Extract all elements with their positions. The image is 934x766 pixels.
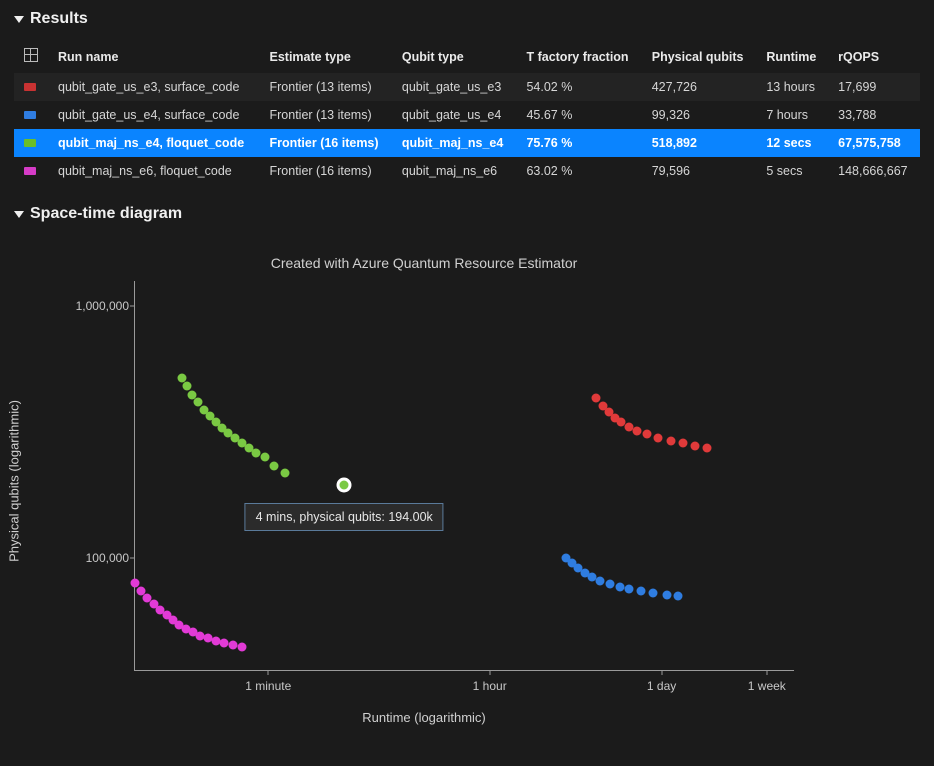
cell-t-frac: 45.67 %	[516, 101, 641, 129]
cell-t-frac: 54.02 %	[516, 73, 641, 101]
x-tick-label: 1 minute	[245, 679, 291, 693]
cell-rqops: 67,575,758	[828, 129, 920, 157]
x-tick-label: 1 day	[647, 679, 676, 693]
cell-run-name: qubit_gate_us_e3, surface_code	[48, 73, 260, 101]
x-tick-label: 1 hour	[473, 679, 507, 693]
x-tick-mark	[268, 671, 269, 675]
results-title: Results	[30, 10, 88, 28]
cell-runtime: 5 secs	[756, 157, 828, 185]
cell-qubit-type: qubit_maj_ns_e4	[392, 129, 517, 157]
data-point[interactable]	[691, 442, 700, 451]
data-point[interactable]	[648, 589, 657, 598]
table-row[interactable]: qubit_maj_ns_e4, floquet_codeFrontier (1…	[14, 129, 920, 157]
results-header[interactable]: Results	[0, 0, 934, 36]
cell-run-name: qubit_maj_ns_e4, floquet_code	[48, 129, 260, 157]
cell-rqops: 33,788	[828, 101, 920, 129]
data-point[interactable]	[280, 468, 289, 477]
data-point[interactable]	[625, 585, 634, 594]
col-t-frac[interactable]: T factory fraction	[516, 40, 641, 73]
data-point[interactable]	[220, 639, 229, 648]
cell-estimate-type: Frontier (16 items)	[260, 157, 392, 185]
data-point[interactable]	[662, 590, 671, 599]
data-point[interactable]	[636, 587, 645, 596]
highlighted-point[interactable]	[337, 478, 352, 493]
data-point[interactable]	[633, 426, 642, 435]
cell-runtime: 12 secs	[756, 129, 828, 157]
cell-rqops: 17,699	[828, 73, 920, 101]
series-color-swatch	[24, 167, 36, 175]
data-point[interactable]	[666, 436, 675, 445]
col-runtime[interactable]: Runtime	[756, 40, 828, 73]
diagram-header[interactable]: Space-time diagram	[0, 195, 934, 231]
data-point[interactable]	[703, 444, 712, 453]
series-color-swatch	[24, 83, 36, 91]
col-qubit-type[interactable]: Qubit type	[392, 40, 517, 73]
x-axis-label: Runtime (logarithmic)	[24, 710, 824, 725]
cell-qubit-type: qubit_gate_us_e3	[392, 73, 517, 101]
plot-area[interactable]: 4 mins, physical qubits: 194.00k	[134, 281, 794, 671]
table-row[interactable]: qubit_gate_us_e4, surface_codeFrontier (…	[14, 101, 920, 129]
cell-pq: 518,892	[642, 129, 757, 157]
cell-run-name: qubit_gate_us_e4, surface_code	[48, 101, 260, 129]
data-point[interactable]	[678, 439, 687, 448]
diagram-title: Space-time diagram	[30, 205, 182, 223]
series-color-swatch	[24, 111, 36, 119]
data-point[interactable]	[616, 583, 625, 592]
cell-t-frac: 63.02 %	[516, 157, 641, 185]
data-point[interactable]	[228, 641, 237, 650]
cell-runtime: 13 hours	[756, 73, 828, 101]
tooltip: 4 mins, physical qubits: 194.00k	[245, 503, 444, 531]
space-time-chart: Created with Azure Quantum Resource Esti…	[24, 241, 824, 721]
data-point[interactable]	[269, 461, 278, 470]
y-tick-mark	[130, 557, 134, 558]
chart-subtitle: Created with Azure Quantum Resource Esti…	[24, 255, 824, 271]
data-point[interactable]	[643, 430, 652, 439]
grid-icon	[24, 48, 38, 62]
cell-pq: 79,596	[642, 157, 757, 185]
x-tick-mark	[661, 671, 662, 675]
col-estimate-type[interactable]: Estimate type	[260, 40, 392, 73]
data-point[interactable]	[653, 433, 662, 442]
data-point[interactable]	[260, 452, 269, 461]
data-point[interactable]	[595, 576, 604, 585]
table-row[interactable]: qubit_gate_us_e3, surface_codeFrontier (…	[14, 73, 920, 101]
cell-run-name: qubit_maj_ns_e6, floquet_code	[48, 157, 260, 185]
data-point[interactable]	[237, 642, 246, 651]
caret-down-icon	[14, 16, 24, 23]
data-point[interactable]	[605, 580, 614, 589]
y-tick-label: 1,000,000	[64, 299, 129, 313]
col-rqops[interactable]: rQOPS	[828, 40, 920, 73]
data-point[interactable]	[674, 592, 683, 601]
cell-estimate-type: Frontier (13 items)	[260, 73, 392, 101]
caret-down-icon	[14, 211, 24, 218]
series-color-swatch	[24, 139, 36, 147]
cell-estimate-type: Frontier (16 items)	[260, 129, 392, 157]
y-tick-label: 100,000	[64, 551, 129, 565]
table-row[interactable]: qubit_maj_ns_e6, floquet_codeFrontier (1…	[14, 157, 920, 185]
results-table: Run name Estimate type Qubit type T fact…	[14, 40, 920, 185]
x-tick-label: 1 week	[748, 679, 786, 693]
cell-qubit-type: qubit_maj_ns_e6	[392, 157, 517, 185]
y-axis-label: Physical qubits (logarithmic)	[7, 400, 22, 562]
cell-pq: 99,326	[642, 101, 757, 129]
y-tick-mark	[130, 306, 134, 307]
cell-t-frac: 75.76 %	[516, 129, 641, 157]
cell-runtime: 7 hours	[756, 101, 828, 129]
grid-icon-cell[interactable]	[14, 40, 48, 73]
col-physical-qubits[interactable]: Physical qubits	[642, 40, 757, 73]
cell-estimate-type: Frontier (13 items)	[260, 101, 392, 129]
col-run-name[interactable]: Run name	[48, 40, 260, 73]
table-header-row: Run name Estimate type Qubit type T fact…	[14, 40, 920, 73]
x-tick-mark	[766, 671, 767, 675]
cell-qubit-type: qubit_gate_us_e4	[392, 101, 517, 129]
x-tick-mark	[489, 671, 490, 675]
data-point[interactable]	[591, 394, 600, 403]
cell-rqops: 148,666,667	[828, 157, 920, 185]
cell-pq: 427,726	[642, 73, 757, 101]
